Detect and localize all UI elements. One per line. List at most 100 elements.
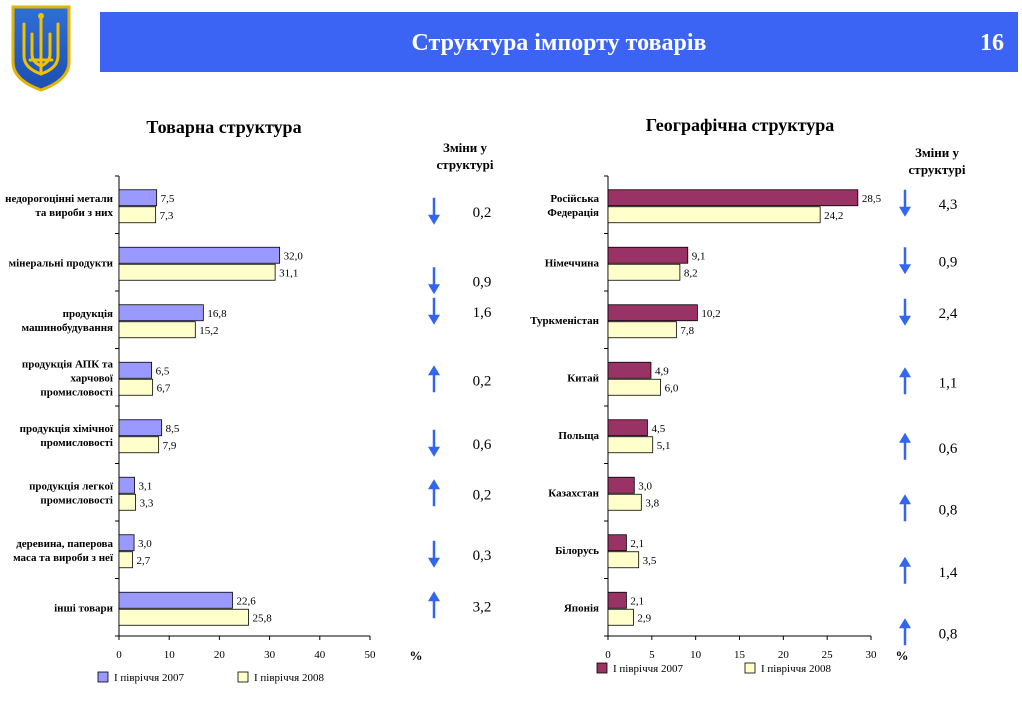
bar-value-label: 3,3 bbox=[140, 497, 154, 509]
x-tick-label: 20 bbox=[778, 649, 790, 661]
x-tick-label: 0 bbox=[116, 649, 122, 661]
legend-swatch bbox=[237, 671, 249, 683]
change-value: 0,6 bbox=[939, 441, 958, 457]
category-label: Німеччина bbox=[545, 257, 600, 269]
bar bbox=[607, 551, 640, 569]
arrow-down-icon bbox=[428, 429, 440, 457]
change-value: 2,4 bbox=[939, 306, 958, 322]
change-value: 1,1 bbox=[939, 375, 958, 391]
bar-value-label: 3,5 bbox=[643, 555, 657, 567]
bar-value-label: 4,9 bbox=[655, 365, 669, 377]
category-label: продукція машинобудування bbox=[22, 308, 113, 334]
bar bbox=[118, 378, 154, 396]
chart-title: Товарна структура bbox=[146, 117, 301, 137]
bar-value-label: 8,2 bbox=[684, 267, 698, 279]
bar bbox=[607, 304, 698, 322]
bar bbox=[607, 493, 642, 511]
bar bbox=[118, 206, 157, 224]
bar bbox=[118, 246, 281, 264]
x-tick-label: 5 bbox=[649, 649, 655, 661]
bar-value-label: 10,2 bbox=[701, 308, 720, 320]
bar-value-label: 3,0 bbox=[638, 480, 652, 492]
category-label: Білорусь bbox=[555, 545, 599, 557]
legend-swatch bbox=[97, 671, 109, 683]
bar bbox=[118, 591, 233, 609]
bar-value-label: 7,5 bbox=[161, 193, 175, 205]
bar-value-label: 3,0 bbox=[138, 538, 152, 550]
bar bbox=[118, 608, 249, 626]
bar bbox=[118, 476, 135, 494]
bar-value-label: 6,5 bbox=[156, 365, 170, 377]
category-label: Японія bbox=[564, 602, 599, 614]
arrow-up-icon bbox=[899, 494, 911, 522]
bar-value-label: 32,0 bbox=[284, 250, 304, 262]
x-tick-label: 15 bbox=[734, 649, 746, 661]
changes-column-title: Зміни у структурі bbox=[909, 145, 966, 177]
bar-value-label: 25,8 bbox=[253, 612, 273, 624]
bar bbox=[607, 189, 859, 207]
category-label: Російська Федерація bbox=[547, 193, 599, 219]
legend-label: І півріччя 2008 bbox=[254, 672, 324, 684]
bar bbox=[607, 608, 634, 626]
bar bbox=[607, 419, 648, 437]
arrow-up-icon bbox=[899, 618, 911, 646]
change-value: 0,3 bbox=[473, 548, 492, 564]
bar bbox=[118, 263, 276, 281]
change-value: 1,6 bbox=[473, 305, 492, 321]
x-tick-label: 20 bbox=[214, 649, 226, 661]
change-value: 4,3 bbox=[939, 197, 958, 213]
legend-label: І півріччя 2007 bbox=[613, 663, 683, 675]
category-label: продукція АПК та харчової промисловості bbox=[22, 358, 114, 398]
x-tick-label: 25 bbox=[822, 649, 834, 661]
change-value: 0,9 bbox=[473, 274, 492, 290]
bar-value-label: 5,1 bbox=[657, 440, 671, 452]
legend-swatch bbox=[744, 662, 756, 674]
arrow-up-icon bbox=[899, 432, 911, 460]
bar bbox=[607, 534, 627, 552]
x-tick-label: 30 bbox=[264, 649, 276, 661]
arrow-up-icon bbox=[899, 367, 911, 395]
bar-value-label: 16,8 bbox=[207, 308, 227, 320]
bar bbox=[118, 304, 204, 322]
bar bbox=[118, 493, 136, 511]
legend-label: І півріччя 2008 bbox=[761, 663, 831, 675]
bar-value-label: 2,1 bbox=[630, 595, 644, 607]
page-title: Структура імпорту товарів bbox=[411, 30, 707, 56]
bar-value-label: 24,2 bbox=[824, 210, 843, 222]
change-value: 0,2 bbox=[473, 373, 492, 389]
change-value: 0,2 bbox=[473, 205, 492, 221]
bar-value-label: 3,8 bbox=[645, 497, 659, 509]
bar-value-label: 6,0 bbox=[665, 382, 679, 394]
bar bbox=[118, 361, 153, 379]
category-label: продукція легкої промисловості bbox=[29, 480, 114, 506]
category-label: Туркменістан bbox=[530, 315, 599, 327]
chart-title: Географічна структура bbox=[646, 115, 835, 135]
bar-value-label: 7,3 bbox=[160, 210, 174, 222]
change-value: 3,2 bbox=[473, 599, 492, 615]
x-tick-label: 30 bbox=[866, 649, 878, 661]
bar bbox=[118, 436, 160, 454]
commodity-structure-chart: Товарна структура Зміни у структурі 0 10 20 30… bbox=[5, 117, 494, 684]
bar-value-label: 22,6 bbox=[236, 595, 256, 607]
change-value: 0,8 bbox=[939, 502, 958, 518]
bar bbox=[607, 206, 821, 224]
bar-value-label: 7,9 bbox=[163, 440, 177, 452]
bar bbox=[607, 378, 661, 396]
change-value: 0,9 bbox=[939, 254, 958, 270]
x-tick-label: 0 bbox=[605, 649, 611, 661]
bar bbox=[607, 361, 652, 379]
bar-value-label: 2,9 bbox=[637, 612, 651, 624]
bar bbox=[607, 263, 681, 281]
bar bbox=[607, 321, 677, 339]
bar bbox=[118, 419, 163, 437]
category-label: деревина, паперова маса та вироби з неї bbox=[13, 538, 114, 564]
bar bbox=[118, 551, 133, 569]
bar bbox=[118, 534, 135, 552]
bar bbox=[118, 321, 196, 339]
category-label: недорогоцінні метали та вироби з них bbox=[5, 193, 114, 219]
header-bar: Структура імпорту товарів 16 bbox=[100, 12, 1018, 72]
category-label: продукція хімічної промисловості bbox=[20, 423, 114, 449]
bar-value-label: 2,7 bbox=[137, 555, 151, 567]
category-label: Польща bbox=[558, 430, 599, 442]
